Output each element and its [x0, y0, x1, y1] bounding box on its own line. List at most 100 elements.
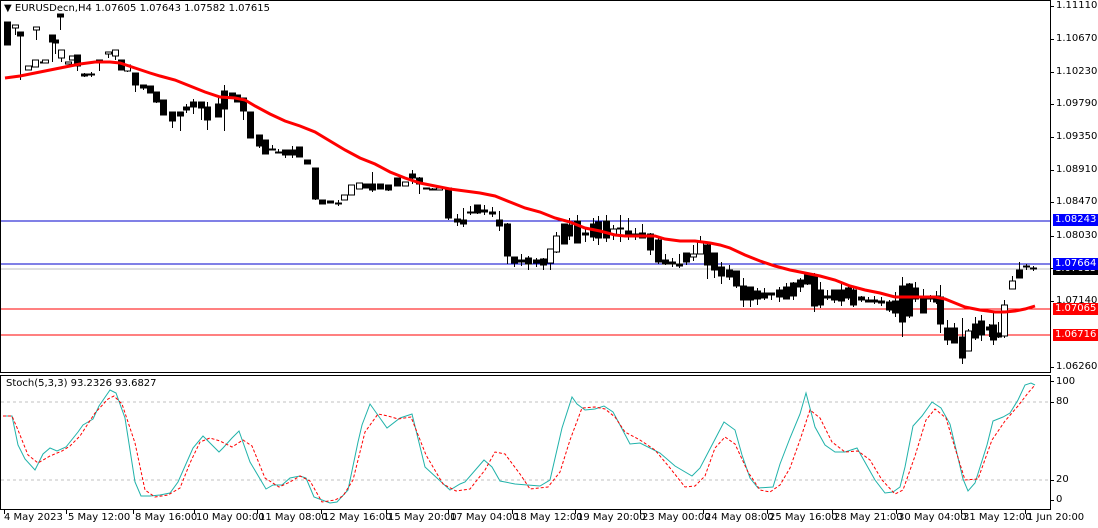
- bear-candle: [937, 296, 944, 325]
- bear-candle: [88, 73, 95, 76]
- bear-candle: [886, 301, 893, 311]
- price-label: 1.10230: [1056, 66, 1098, 77]
- bear-candle: [409, 173, 416, 179]
- time-label: 30 May 04:00: [898, 512, 967, 523]
- bear-candle: [669, 261, 676, 265]
- stoch-signal-line: [3, 384, 1036, 503]
- time-label: 11 May 08:00: [259, 512, 328, 523]
- price-tag-1.07664: 1.07664: [1053, 258, 1098, 270]
- price-label: 1.10670: [1056, 33, 1098, 44]
- bull-candle: [1001, 304, 1008, 337]
- bear-candle: [865, 299, 872, 303]
- bear-candle: [183, 106, 190, 111]
- bear-candle: [831, 289, 838, 301]
- bear-candle: [198, 101, 205, 109]
- bear-candle: [768, 292, 775, 296]
- bear-candle: [761, 292, 768, 299]
- bear-candle: [204, 106, 211, 121]
- price-label: 1.09790: [1056, 98, 1098, 109]
- bull-candle: [547, 248, 554, 264]
- bear-candle: [169, 111, 176, 122]
- bear-candle: [912, 287, 919, 300]
- bull-candle: [348, 184, 355, 196]
- bull-candle: [965, 330, 972, 352]
- bear-candle: [221, 90, 228, 110]
- bear-candle: [776, 289, 783, 298]
- time-label: 5 May 12:00: [68, 512, 131, 523]
- bear-candle: [362, 183, 369, 189]
- candlesticks: [4, 13, 1037, 364]
- time-label: 10 May 00:00: [196, 512, 265, 523]
- bear-candle: [215, 103, 222, 118]
- time-label: 19 May 20:00: [577, 512, 646, 523]
- bear-candle: [312, 167, 319, 200]
- stoch-level-label: 20: [1056, 474, 1069, 485]
- bear-candle: [147, 85, 154, 94]
- bear-candle: [972, 323, 979, 339]
- bull-candle: [553, 235, 560, 253]
- bull-candle: [65, 61, 72, 65]
- bull-candle: [33, 26, 40, 31]
- bear-candle: [892, 300, 899, 314]
- bear-candle: [282, 149, 289, 156]
- bear-candle: [740, 285, 747, 301]
- bull-candle: [690, 253, 697, 258]
- bear-candle: [262, 139, 269, 155]
- stoch-title: Stoch(5,3,3) 93.2326 93.6827: [6, 378, 157, 389]
- bear-candle: [754, 290, 761, 300]
- bear-candle: [454, 218, 461, 223]
- bear-candle: [783, 286, 790, 300]
- time-label: 18 May 12:00: [514, 512, 583, 523]
- stoch-panel-frame: [0, 375, 1051, 510]
- bear-candle: [906, 283, 913, 317]
- bear-candle: [878, 300, 885, 304]
- bear-candle: [1016, 269, 1023, 279]
- bear-candle: [824, 295, 831, 299]
- bear-candle: [132, 72, 139, 86]
- stoch-main-line: [3, 382, 1036, 504]
- price-label: 1.06260: [1056, 361, 1098, 372]
- bear-candle: [240, 97, 247, 112]
- bear-candle: [995, 332, 1002, 338]
- bear-candle: [566, 224, 573, 237]
- bear-candle: [811, 275, 818, 307]
- price-label: 1.09350: [1056, 131, 1098, 142]
- bear-candle: [574, 220, 581, 244]
- time-label: 1 Jun 20:00: [1027, 512, 1085, 523]
- time-axis-ticks: [4, 510, 1026, 514]
- bear-candle: [385, 184, 392, 191]
- stoch-level-label: 80: [1056, 396, 1069, 407]
- bear-candle: [899, 285, 906, 323]
- bull-candle: [105, 51, 112, 55]
- bear-candle: [177, 111, 184, 117]
- bear-candle: [335, 202, 342, 205]
- time-label: 23 May 00:00: [642, 512, 711, 523]
- bear-candle: [445, 187, 452, 219]
- bear-candle: [662, 259, 669, 265]
- bear-candle: [603, 220, 610, 239]
- main-chart-frame: [0, 0, 1051, 373]
- bear-candle: [733, 270, 740, 287]
- chart-title: ▼ EURUSDecn,H4 1.07605 1.07643 1.07582 1…: [4, 3, 270, 14]
- bear-candle: [951, 327, 958, 344]
- bull-candle: [58, 49, 65, 59]
- price-tag-1.07065: 1.07065: [1053, 303, 1098, 315]
- bear-candle: [247, 111, 254, 139]
- bear-candle: [319, 199, 326, 205]
- bull-candle: [112, 49, 119, 57]
- bear-candle: [269, 148, 276, 151]
- bear-candle: [256, 134, 263, 147]
- bear-candle: [394, 177, 401, 187]
- bear-candle: [17, 31, 24, 37]
- bear-candle: [959, 336, 966, 359]
- bear-candle: [683, 252, 690, 263]
- bear-candle: [369, 183, 376, 191]
- bear-candle: [289, 149, 296, 156]
- bear-candle: [655, 239, 662, 263]
- stoch-level-label: 100: [1056, 376, 1076, 387]
- bear-candle: [190, 101, 197, 108]
- bear-candle: [711, 252, 718, 271]
- bear-candle: [817, 289, 824, 306]
- price-label: 1.08470: [1056, 196, 1098, 207]
